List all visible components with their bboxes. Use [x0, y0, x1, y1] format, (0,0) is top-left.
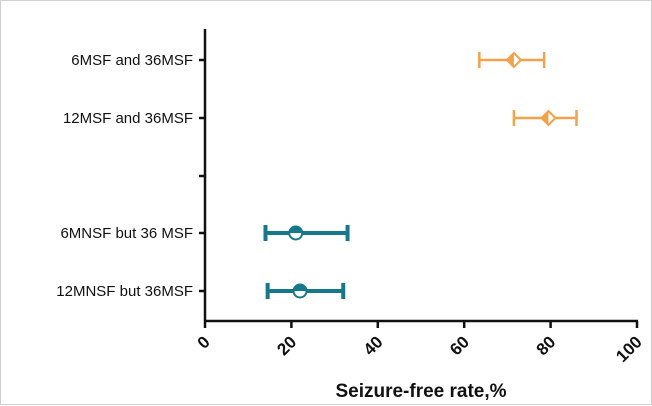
x-tick-label: 40 [360, 332, 387, 359]
category-label: 12MSF and 36MSF [63, 110, 193, 127]
estimate-marker-fill [506, 53, 514, 67]
data-point [265, 283, 346, 299]
x-tick-label: 20 [273, 332, 300, 359]
estimate-marker-fill [293, 284, 307, 291]
x-tick-label: 100 [612, 332, 645, 365]
estimate-marker-fill [289, 226, 303, 233]
category-label: 6MSF and 36MSF [71, 52, 193, 69]
x-axis-ticks: 0 20 40 60 80 100 [194, 321, 646, 366]
x-tick-label: 0 [194, 332, 214, 352]
estimate-marker-fill [541, 111, 549, 125]
data-point [478, 51, 546, 69]
x-axis-label: Seizure-free rate,% [335, 381, 506, 402]
x-tick-label: 60 [446, 332, 473, 359]
category-label: 12MNSF but 36MSF [56, 283, 193, 300]
category-label: 6MNSF but 36 MSF [60, 225, 193, 242]
x-tick-label: 80 [533, 332, 560, 359]
data-points [263, 51, 578, 299]
data-point [512, 109, 578, 127]
category-labels: 6MSF and 36MSF 12MSF and 36MSF 6MNSF but 3… [56, 52, 193, 300]
data-point [263, 225, 350, 241]
